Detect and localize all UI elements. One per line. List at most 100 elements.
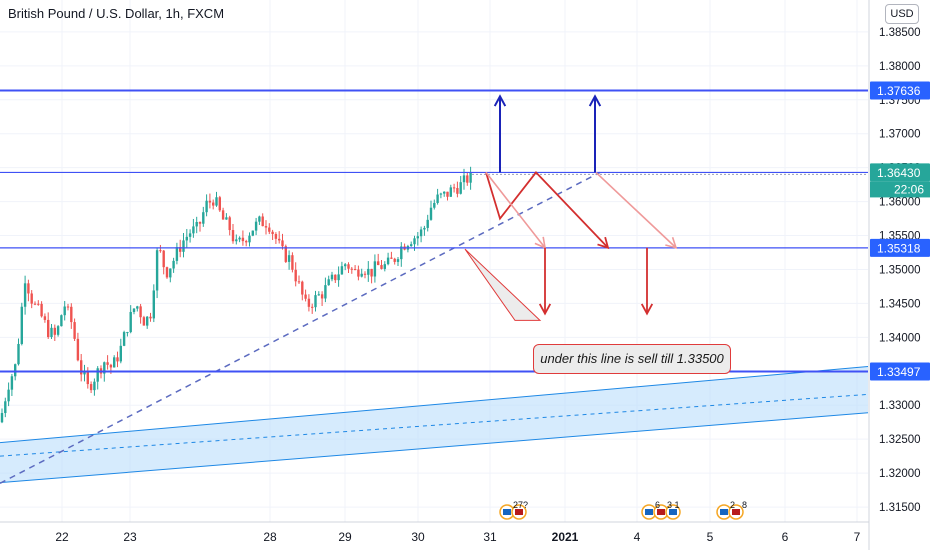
candle-body: [456, 188, 459, 194]
down-arrow-head: [538, 303, 552, 316]
price-labels: 1.37636 1.36430 1.35318 1.33497 22:06: [870, 81, 930, 381]
candle-body: [363, 273, 367, 275]
candle-body: [370, 268, 373, 277]
time-tick-label: 23: [123, 530, 137, 544]
candle-body: [4, 401, 7, 414]
candle-body: [205, 200, 208, 213]
zigzag-arrow-head: [597, 236, 610, 250]
flag-icon: [657, 509, 665, 515]
chart-title: British Pound / U.S. Dollar, 1h, FXCM: [8, 6, 225, 21]
callout-note: under this line is sell till 1.33500: [533, 344, 731, 374]
candle-body: [446, 191, 449, 197]
candle-body: [291, 255, 294, 270]
candle-body: [17, 343, 20, 365]
candle-body: [416, 236, 419, 239]
candle-body: [129, 311, 132, 333]
candle-body: [337, 274, 340, 281]
time-tick-label: 5: [707, 530, 714, 544]
candle-body: [287, 255, 291, 262]
candle-body: [225, 217, 228, 220]
time-tick-label: 30: [411, 530, 425, 544]
candle-body: [179, 247, 182, 252]
candle-body: [386, 257, 390, 265]
candle-body: [258, 216, 261, 222]
candle-body: [113, 357, 116, 368]
candle-body: [80, 360, 83, 375]
candle-body: [390, 257, 393, 259]
candle-body: [89, 384, 93, 391]
candle-body: [380, 265, 383, 269]
candle-body: [23, 283, 27, 307]
candle-body: [202, 212, 205, 224]
candle-body: [238, 237, 241, 240]
time-tick-label: 2021: [552, 530, 579, 544]
event-extra-label: 8: [742, 500, 747, 510]
candle-body: [274, 234, 278, 239]
candle-body: [307, 298, 311, 307]
candle-body: [30, 293, 33, 304]
candle-body: [33, 303, 37, 305]
candle-body: [149, 316, 152, 319]
candle-body: [449, 187, 452, 197]
price-tick-label: 1.33000: [879, 400, 921, 412]
candle-body: [462, 175, 466, 183]
time-tick-label: 29: [338, 530, 352, 544]
candle-body: [14, 364, 17, 377]
currency-button[interactable]: USD: [885, 4, 919, 24]
countdown-text: 22:06: [894, 182, 924, 196]
event-extra-label: 3 1: [667, 500, 680, 510]
candle-body: [43, 316, 47, 320]
candle-body: [169, 268, 172, 278]
candle-body: [429, 207, 433, 220]
candle-body: [340, 266, 344, 275]
candle-body: [353, 269, 357, 271]
candle-body: [60, 315, 63, 327]
candle-body: [320, 294, 324, 299]
candle-body: [396, 259, 400, 262]
candlestick-series: [0, 166, 472, 424]
price-tick-label: 1.34000: [879, 332, 921, 344]
candle-body: [443, 191, 446, 194]
candle-body: [109, 364, 113, 368]
candle-body: [70, 306, 73, 323]
candle-body: [423, 227, 426, 230]
time-tick-label: 31: [483, 530, 497, 544]
candle-body: [439, 193, 443, 195]
candle-body: [254, 221, 258, 231]
price-label-text: 1.36430: [877, 166, 921, 180]
candle-body: [360, 273, 363, 277]
time-axis: 22 23 28 29 30 31 2021 4 5 6 7: [0, 521, 869, 544]
flag-icon: [732, 509, 740, 515]
candle-body: [317, 294, 320, 296]
candle-body: [400, 246, 403, 260]
candle-body: [136, 306, 139, 309]
candle-body: [188, 233, 192, 237]
candle-body: [159, 250, 162, 252]
candle-body: [235, 239, 238, 242]
flag-icon: [645, 509, 653, 515]
candle-body: [119, 345, 122, 362]
candle-body: [83, 372, 86, 375]
candle-body: [146, 316, 149, 326]
price-tick-label: 1.38500: [879, 27, 921, 39]
channel-upper: [0, 366, 869, 444]
candle-body: [195, 221, 198, 227]
candle-body: [192, 226, 195, 234]
candle-body: [175, 247, 179, 261]
flag-icon: [720, 509, 728, 515]
price-tick-label: 1.34500: [879, 298, 921, 310]
event-count-label: 27?: [513, 500, 528, 510]
candle-body: [301, 281, 304, 295]
callout-pointer: [464, 248, 542, 321]
candle-body: [10, 376, 14, 390]
candle-body: [221, 210, 225, 220]
candle-body: [172, 260, 175, 269]
candle-body: [278, 238, 281, 241]
candle-body: [208, 200, 212, 203]
candle-body: [53, 327, 56, 335]
candle-body: [93, 381, 96, 391]
candle-body: [63, 306, 66, 316]
candle-body: [27, 283, 30, 294]
candle-body: [152, 290, 155, 319]
